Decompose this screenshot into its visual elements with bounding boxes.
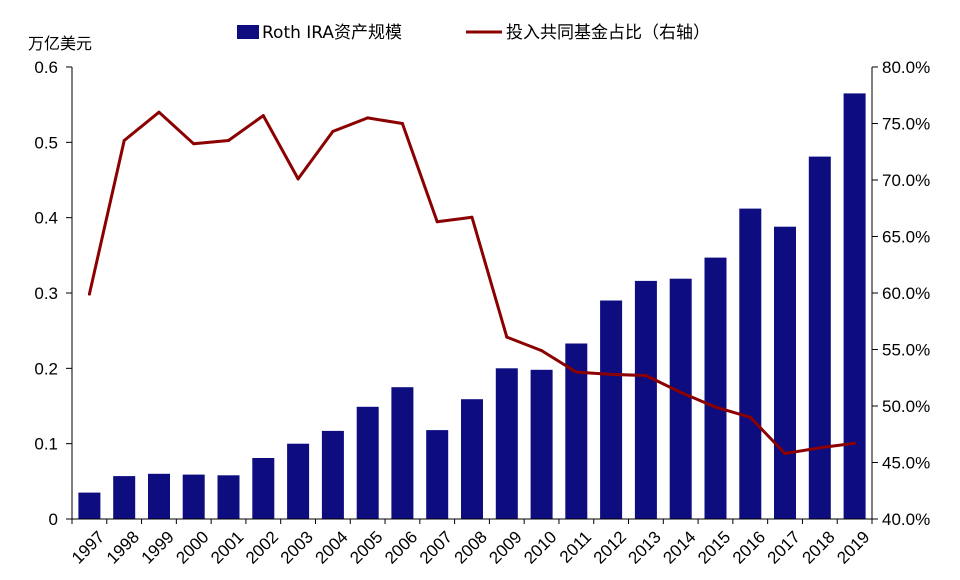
bar-2014 — [669, 278, 692, 519]
line-point-2012 — [609, 372, 613, 376]
bar-2002 — [252, 458, 275, 519]
bar-2017 — [774, 226, 796, 519]
x-tick-label: 2016 — [729, 527, 769, 567]
legend-line-label: 投入共同基金占比（右轴） — [506, 23, 710, 43]
legend-bar-label: Roth IRA资产规模 — [262, 23, 402, 43]
bar-2000 — [182, 474, 205, 519]
x-tick-label: 2006 — [381, 527, 421, 567]
left-tick-label: 0.5 — [34, 133, 58, 152]
x-tick-label: 1997 — [68, 527, 108, 567]
right-tick-label: 80.0% — [882, 58, 930, 77]
line-point-2010 — [540, 349, 544, 353]
line-point-2011 — [574, 370, 578, 374]
right-tick-label: 55.0% — [882, 341, 930, 360]
x-tick-label: 2008 — [451, 527, 491, 567]
left-tick-label: 0.3 — [34, 284, 58, 303]
x-tick-label: 2012 — [590, 527, 630, 567]
bar-1999 — [148, 473, 170, 519]
left-tick-label: 0.1 — [34, 435, 58, 454]
line-point-2002 — [261, 114, 265, 118]
bar-2001 — [217, 475, 240, 519]
bar-2012 — [600, 300, 623, 519]
x-tick-label: 2011 — [556, 527, 595, 566]
line-point-2018 — [818, 446, 822, 450]
x-tick-label: 1998 — [103, 527, 143, 567]
x-tick-label: 2019 — [833, 527, 873, 567]
bar-series — [78, 93, 866, 520]
line-point-2016 — [748, 415, 752, 419]
line-point-1999 — [157, 110, 161, 114]
legend-bar-swatch — [237, 25, 259, 39]
x-tick-label: 2015 — [694, 527, 734, 567]
bar-1998 — [113, 476, 136, 519]
bar-2003 — [287, 443, 310, 519]
line-point-2004 — [331, 129, 335, 133]
x-tick-label: 2013 — [625, 527, 665, 567]
x-tick-label: 1999 — [138, 527, 178, 567]
line-point-1997 — [87, 292, 91, 296]
x-tick-label: 2000 — [172, 527, 212, 567]
bar-2011 — [565, 343, 588, 519]
line-point-2005 — [366, 116, 370, 120]
line-series — [87, 110, 857, 455]
x-tick-label: 2010 — [520, 527, 560, 567]
bar-2009 — [495, 368, 518, 519]
bar-2018 — [808, 156, 831, 519]
bar-2004 — [321, 430, 344, 519]
line-point-2013 — [644, 374, 648, 377]
line-point-2006 — [400, 122, 404, 125]
bar-2008 — [461, 399, 483, 519]
line-point-2008 — [470, 215, 474, 219]
left-axis-unit-label: 万亿美元 — [28, 34, 92, 53]
x-tick-label: 2014 — [659, 527, 699, 567]
x-tick-label: 2001 — [207, 527, 247, 567]
bar-1997 — [78, 492, 101, 519]
line-point-2017 — [783, 452, 787, 455]
line-point-2019 — [853, 441, 857, 445]
bar-2007 — [426, 430, 449, 519]
left-tick-label: 0.6 — [34, 58, 58, 77]
x-tick-label: 2009 — [485, 527, 525, 567]
left-tick-label: 0.2 — [34, 359, 58, 378]
bar-2010 — [530, 369, 553, 519]
line-point-1998 — [122, 139, 126, 142]
right-tick-label: 45.0% — [882, 454, 930, 473]
right-tick-label: 70.0% — [882, 171, 930, 190]
right-tick-label: 50.0% — [882, 397, 930, 416]
line-point-2000 — [192, 142, 196, 146]
x-tick-label: 2004 — [312, 527, 352, 567]
left-tick-label: 0.4 — [34, 209, 58, 228]
bar-2016 — [739, 208, 762, 519]
right-tick-label: 40.0% — [882, 510, 930, 529]
x-tick-label: 2017 — [764, 527, 804, 567]
line-point-2014 — [679, 390, 683, 394]
x-tick-label: 2007 — [416, 527, 456, 567]
right-tick-label: 75.0% — [882, 115, 930, 134]
right-tick-label: 60.0% — [882, 284, 930, 303]
x-tick-label: 2003 — [277, 527, 317, 567]
bar-2006 — [391, 387, 414, 519]
line-point-2009 — [505, 335, 509, 339]
x-tick-label: 2018 — [798, 527, 838, 567]
x-tick-label: 2002 — [242, 527, 282, 567]
bar-2015 — [704, 257, 727, 519]
line-point-2007 — [435, 220, 439, 224]
left-tick-label: 0 — [49, 510, 58, 529]
bar-2005 — [356, 406, 379, 519]
line-point-2015 — [714, 405, 717, 409]
x-tick-label: 2005 — [346, 527, 386, 567]
bar-2019 — [843, 93, 866, 520]
legend: Roth IRA资产规模 投入共同基金占比（右轴） — [237, 23, 710, 43]
bar-2013 — [634, 280, 657, 519]
right-tick-label: 65.0% — [882, 228, 930, 247]
line-point-2001 — [227, 139, 230, 142]
line-point-2003 — [296, 177, 300, 181]
